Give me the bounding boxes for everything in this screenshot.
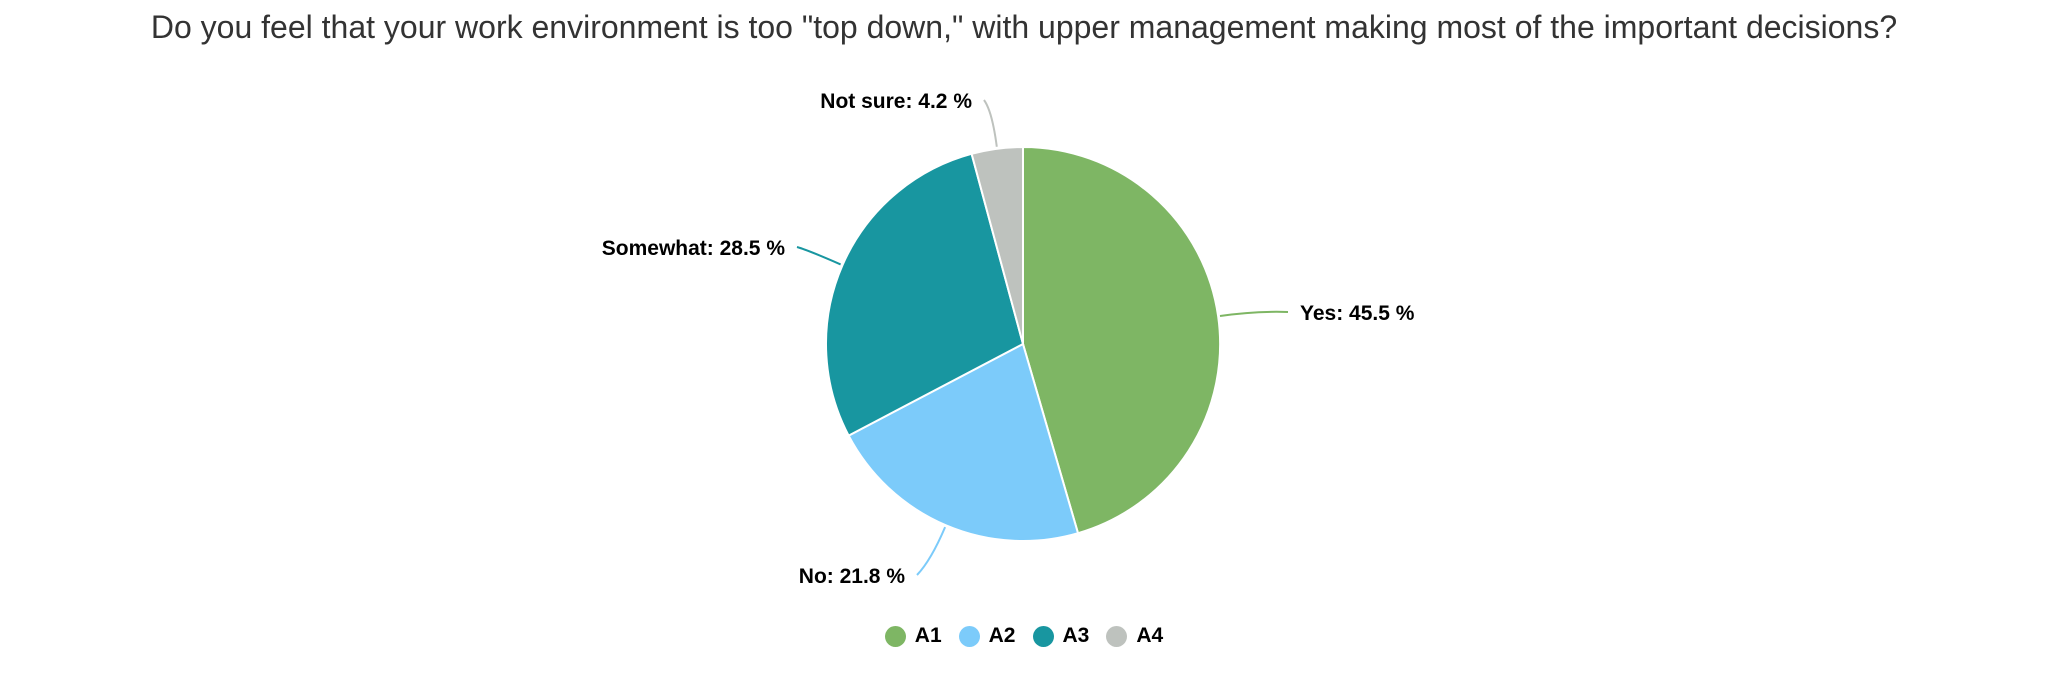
legend-marker-a4-icon — [1106, 625, 1128, 647]
label-connector-yes — [1219, 310, 1289, 317]
pie-slice-not-sure[interactable] — [970, 145, 1024, 345]
label-connector-somewhat — [796, 246, 841, 266]
legend-label-a3: A3 — [1062, 624, 1090, 647]
label-connector-no — [916, 526, 947, 576]
legend-item-a2[interactable]: A2 — [958, 623, 1016, 649]
label-connector-not-sure — [983, 99, 998, 147]
legend-marker-a1-icon — [884, 625, 906, 647]
pie-slice-no[interactable] — [847, 342, 1080, 543]
legend-item-a3[interactable]: A3 — [1032, 623, 1090, 649]
legend-label-a2: A2 — [988, 624, 1016, 647]
legend-label-a1: A1 — [914, 624, 942, 647]
pie-slice-somewhat[interactable] — [825, 152, 1025, 437]
legend-marker-a3-icon — [1032, 625, 1054, 647]
legend-label-a4: A4 — [1136, 624, 1164, 647]
legend-item-a1[interactable]: A1 — [884, 623, 942, 649]
slice-label-somewhat: Somewhat: 28.5 % — [602, 237, 786, 260]
legend-marker-a2-icon — [958, 625, 980, 647]
chart-title: Do you feel that your work environment i… — [150, 9, 1898, 45]
legend-item-a4[interactable]: A4 — [1106, 623, 1163, 649]
slice-label-yes: Yes: 45.5 % — [1300, 302, 1415, 325]
pie-slice-yes[interactable] — [1022, 145, 1222, 535]
legend: A1 A2 A3 A4 — [0, 623, 2048, 649]
slice-label-not-sure: Not sure: 4.2 % — [820, 90, 972, 113]
slice-label-no: No: 21.8 % — [799, 565, 906, 588]
